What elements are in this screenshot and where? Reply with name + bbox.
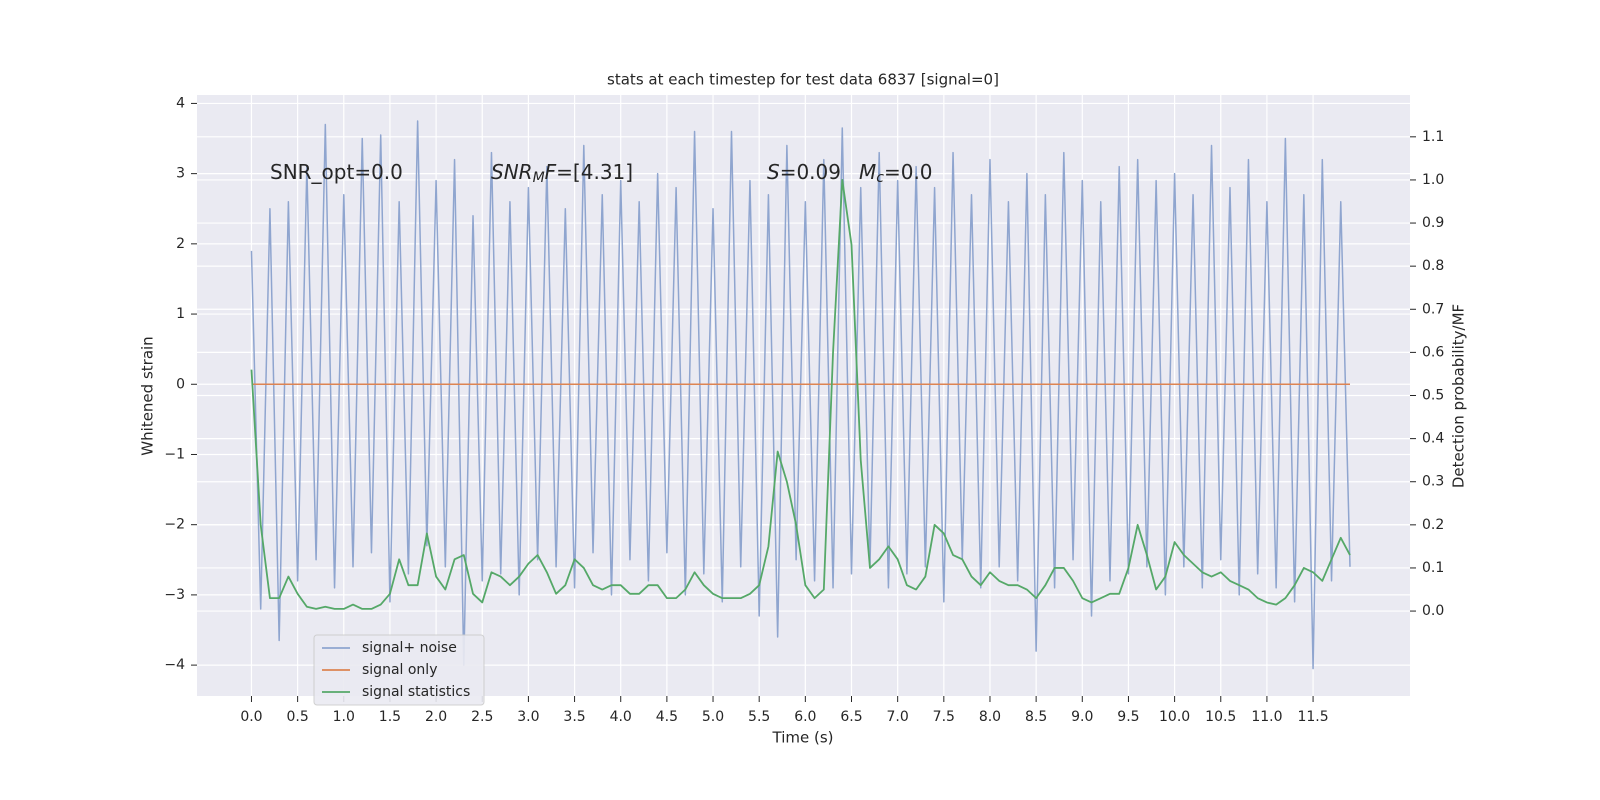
annotation: S=0.09 (767, 160, 841, 184)
series-line (250, 120, 1351, 670)
x-tick-label: 1.5 (379, 709, 401, 725)
y-tick-label: 3 (176, 166, 185, 182)
legend-label: signal only (362, 662, 437, 678)
y-tick-label: 4 (176, 95, 185, 111)
x-tick-label: 3.0 (517, 709, 539, 725)
x-tick-label: 2.0 (425, 709, 447, 725)
annotation: SNR_opt=0.0 (270, 160, 403, 184)
y2-tick-label: 0.4 (1422, 431, 1444, 447)
x-tick-label: 1.0 (333, 709, 355, 725)
annotation-part: SNR (491, 160, 533, 184)
annotation: SNRMF=[4.31] (491, 160, 633, 187)
x-tick-label: 8.0 (979, 709, 1001, 725)
y-tick-label: −4 (164, 657, 185, 673)
x-tick-label: 10.5 (1205, 709, 1236, 725)
x-tick-label: 10.0 (1159, 709, 1190, 725)
y2-tick-label: 0.8 (1422, 258, 1444, 274)
y-tick-label: 2 (176, 236, 185, 252)
annotation: Mc=0.0 (859, 160, 933, 187)
annotation-part: =0.0 (884, 160, 933, 184)
x-tick-label: 9.0 (1071, 709, 1093, 725)
x-tick-label: 2.5 (471, 709, 493, 725)
x-tick-label: 9.5 (1117, 709, 1139, 725)
y2-tick-label: 0.9 (1422, 215, 1444, 231)
legend-label: signal+ noise (362, 640, 457, 656)
x-tick-label: 0.0 (240, 709, 262, 725)
x-tick-label: 3.5 (563, 709, 585, 725)
x-tick-label: 4.5 (656, 709, 678, 725)
y-tick-label: −2 (164, 517, 185, 533)
y2-tick-label: 0.5 (1422, 388, 1444, 404)
x-tick-label: 0.5 (286, 709, 308, 725)
x-tick-label: 8.5 (1025, 709, 1047, 725)
y2-tick-label: 0.1 (1422, 560, 1444, 576)
x-axis-label: Time (s) (772, 729, 834, 747)
annotation-part: c (876, 170, 884, 186)
annotation-part: SNR_opt=0.0 (270, 160, 403, 184)
x-tick-label: 4.0 (610, 709, 632, 725)
y2-tick-label: 0.7 (1422, 301, 1444, 317)
x-tick-label: 11.5 (1297, 709, 1328, 725)
x-tick-label: 5.0 (702, 709, 724, 725)
x-tick-label: 5.5 (748, 709, 770, 725)
y2-tick-label: 1.0 (1422, 172, 1444, 188)
y-axis-label: Whitened strain (139, 336, 157, 455)
y2-tick-label: 0.3 (1422, 474, 1444, 490)
x-tick-label: 11.0 (1251, 709, 1282, 725)
annotation-part: =[4.31] (556, 160, 633, 184)
annotation-part: =0.09 (780, 160, 841, 184)
chart-title: stats at each timestep for test data 683… (607, 71, 999, 89)
x-tick-label: 6.0 (794, 709, 816, 725)
y-tick-label: −1 (164, 446, 185, 462)
y2-tick-label: 0.0 (1422, 603, 1444, 619)
legend-label: signal statistics (362, 684, 470, 700)
annotation-part: M (533, 170, 545, 186)
annotation-part: S (767, 160, 780, 184)
x-tick-label: 6.5 (840, 709, 862, 725)
annotation-part: M (859, 160, 876, 184)
y-tick-label: −3 (164, 587, 185, 603)
y-tick-label: 1 (176, 306, 185, 322)
y2-tick-label: 0.2 (1422, 517, 1444, 533)
y2-tick-label: 0.6 (1422, 344, 1444, 360)
y2-tick-label: 1.1 (1422, 129, 1444, 145)
x-tick-label: 7.0 (887, 709, 909, 725)
y-tick-label: 0 (176, 376, 185, 392)
legend-box (313, 634, 485, 706)
x-tick-label: 7.5 (933, 709, 955, 725)
y2-axis-label: Detection probability/MF (1450, 304, 1468, 488)
series-line (250, 179, 1351, 610)
annotation-part: F (545, 160, 557, 184)
